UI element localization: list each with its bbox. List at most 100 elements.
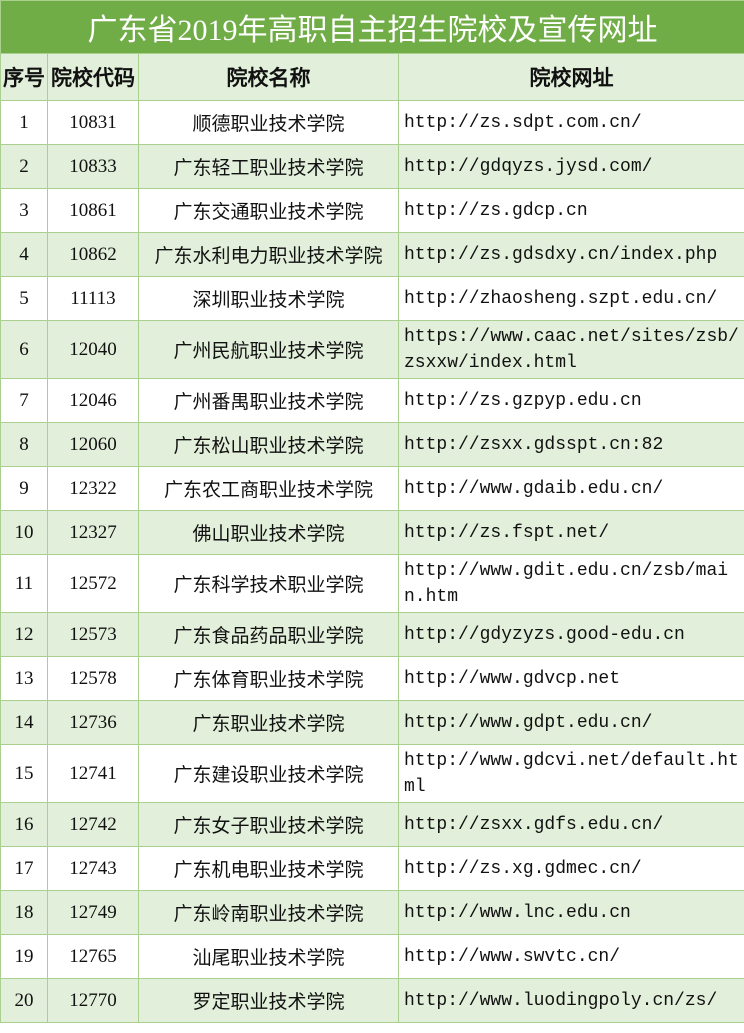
table-row: 9 12322 广东农工商职业技术学院 http://www.gdaib.edu.cn… (0, 466, 744, 511)
table-row: 17 12743 广东机电职业技术学院 http://zs.xg.gdmec.cn/ (0, 846, 744, 891)
cell-code: 12573 (47, 612, 139, 657)
cell-name: 广东农工商职业技术学院 (138, 466, 399, 511)
cell-code: 12578 (47, 656, 139, 701)
cell-url[interactable]: http://zsxx.gdfs.edu.cn/ (398, 802, 744, 847)
cell-name: 广东科学技术职业学院 (138, 554, 399, 613)
cell-no: 20 (0, 978, 48, 1023)
table-row: 3 10861 广东交通职业技术学院 http://zs.gdcp.cn (0, 188, 744, 233)
cell-url[interactable]: http://gdqyzs.jysd.com/ (398, 144, 744, 189)
cell-url[interactable]: http://zsxx.gdsspt.cn:82 (398, 422, 744, 467)
cell-code: 10862 (47, 232, 139, 277)
cell-name: 广东岭南职业技术学院 (138, 890, 399, 935)
table-row: 14 12736 广东职业技术学院 http://www.gdpt.edu.cn/ (0, 700, 744, 745)
cell-code: 12060 (47, 422, 139, 467)
table-row: 19 12765 汕尾职业技术学院 http://www.swvtc.cn/ (0, 934, 744, 979)
table-row: 4 10862 广东水利电力职业技术学院 http://zs.gdsdxy.cn/in… (0, 232, 744, 277)
cell-code: 12742 (47, 802, 139, 847)
table-row: 6 12040 广州民航职业技术学院 https://www.caac.net/sit… (0, 320, 744, 379)
table-row: 16 12742 广东女子职业技术学院 http://zsxx.gdfs.edu.cn… (0, 802, 744, 847)
cell-url[interactable]: http://www.lnc.edu.cn (398, 890, 744, 935)
cell-code: 12040 (47, 320, 139, 379)
cell-url[interactable]: http://zs.fspt.net/ (398, 510, 744, 555)
cell-url[interactable]: http://zs.xg.gdmec.cn/ (398, 846, 744, 891)
cell-url[interactable]: https://www.caac.net/sites/zsb/zsxxw/ind… (398, 320, 744, 379)
table-row: 12 12573 广东食品药品职业学院 http://gdyzyzs.good-edu… (0, 612, 744, 657)
header-no: 序号 (0, 53, 48, 101)
cell-code: 12327 (47, 510, 139, 555)
cell-name: 广东女子职业技术学院 (138, 802, 399, 847)
title-row: 广东省2019年高职自主招生院校及宣传网址 (0, 0, 744, 54)
cell-no: 13 (0, 656, 48, 701)
header-code: 院校代码 (47, 53, 139, 101)
cell-no: 12 (0, 612, 48, 657)
header-url: 院校网址 (398, 53, 744, 101)
cell-code: 12743 (47, 846, 139, 891)
cell-url[interactable]: http://zs.gzpyp.edu.cn (398, 378, 744, 423)
cell-name: 广东食品药品职业学院 (138, 612, 399, 657)
cell-url[interactable]: http://zhaosheng.szpt.edu.cn/ (398, 276, 744, 321)
table-row: 11 12572 广东科学技术职业学院 http://www.gdit.edu.cn/… (0, 554, 744, 613)
cell-no: 6 (0, 320, 48, 379)
table-row: 13 12578 广东体育职业技术学院 http://www.gdvcp.net (0, 656, 744, 701)
cell-name: 罗定职业技术学院 (138, 978, 399, 1023)
cell-url[interactable]: http://www.gdpt.edu.cn/ (398, 700, 744, 745)
cell-name: 广东轻工职业技术学院 (138, 144, 399, 189)
cell-name: 广东交通职业技术学院 (138, 188, 399, 233)
cell-code: 12572 (47, 554, 139, 613)
cell-name: 汕尾职业技术学院 (138, 934, 399, 979)
cell-url[interactable]: http://www.gdaib.edu.cn/ (398, 466, 744, 511)
cell-no: 1 (0, 100, 48, 145)
cell-code: 12046 (47, 378, 139, 423)
table-row: 5 11113 深圳职业技术学院 http://zhaosheng.szpt.edu.… (0, 276, 744, 321)
cell-no: 18 (0, 890, 48, 935)
cell-url[interactable]: http://gdyzyzs.good-edu.cn (398, 612, 744, 657)
cell-code: 12765 (47, 934, 139, 979)
cell-name: 广东松山职业技术学院 (138, 422, 399, 467)
table-row: 18 12749 广东岭南职业技术学院 http://www.lnc.edu.cn (0, 890, 744, 935)
cell-name: 广东体育职业技术学院 (138, 656, 399, 701)
cell-code: 12741 (47, 744, 139, 803)
cell-url[interactable]: http://www.luodingpoly.cn/zs/ (398, 978, 744, 1023)
cell-url[interactable]: http://www.gdvcp.net (398, 656, 744, 701)
cell-name: 广东职业技术学院 (138, 700, 399, 745)
cell-no: 9 (0, 466, 48, 511)
cell-name: 顺德职业技术学院 (138, 100, 399, 145)
table-row: 7 12046 广州番禺职业技术学院 http://zs.gzpyp.edu.cn (0, 378, 744, 423)
cell-name: 深圳职业技术学院 (138, 276, 399, 321)
cell-name: 广州民航职业技术学院 (138, 320, 399, 379)
table-row: 10 12327 佛山职业技术学院 http://zs.fspt.net/ (0, 510, 744, 555)
cell-name: 广东机电职业技术学院 (138, 846, 399, 891)
table-row: 1 10831 顺德职业技术学院 http://zs.sdpt.com.cn/ (0, 100, 744, 145)
cell-no: 3 (0, 188, 48, 233)
cell-no: 4 (0, 232, 48, 277)
cell-url[interactable]: http://www.gdcvi.net/default.html (398, 744, 744, 803)
cell-code: 10831 (47, 100, 139, 145)
cell-url[interactable]: http://zs.sdpt.com.cn/ (398, 100, 744, 145)
cell-no: 15 (0, 744, 48, 803)
cell-no: 16 (0, 802, 48, 847)
cell-url[interactable]: http://zs.gdcp.cn (398, 188, 744, 233)
cell-url[interactable]: http://www.swvtc.cn/ (398, 934, 744, 979)
cell-name: 广东建设职业技术学院 (138, 744, 399, 803)
cell-name: 佛山职业技术学院 (138, 510, 399, 555)
cell-no: 7 (0, 378, 48, 423)
table-row: 15 12741 广东建设职业技术学院 http://www.gdcvi.net/de… (0, 744, 744, 803)
table-row: 2 10833 广东轻工职业技术学院 http://gdqyzs.jysd.com/ (0, 144, 744, 189)
cell-no: 11 (0, 554, 48, 613)
cell-no: 14 (0, 700, 48, 745)
cell-code: 12749 (47, 890, 139, 935)
cell-url[interactable]: http://zs.gdsdxy.cn/index.php (398, 232, 744, 277)
cell-code: 12736 (47, 700, 139, 745)
cell-no: 10 (0, 510, 48, 555)
cell-name: 广州番禺职业技术学院 (138, 378, 399, 423)
cell-code: 11113 (47, 276, 139, 321)
cell-no: 2 (0, 144, 48, 189)
cell-code: 10833 (47, 144, 139, 189)
header-row: 序号 院校代码 院校名称 院校网址 (0, 53, 744, 101)
cell-code: 12770 (47, 978, 139, 1023)
cell-no: 5 (0, 276, 48, 321)
table-row: 8 12060 广东松山职业技术学院 http://zsxx.gdsspt.cn:82 (0, 422, 744, 467)
cell-name: 广东水利电力职业技术学院 (138, 232, 399, 277)
cell-url[interactable]: http://www.gdit.edu.cn/zsb/main.htm (398, 554, 744, 613)
